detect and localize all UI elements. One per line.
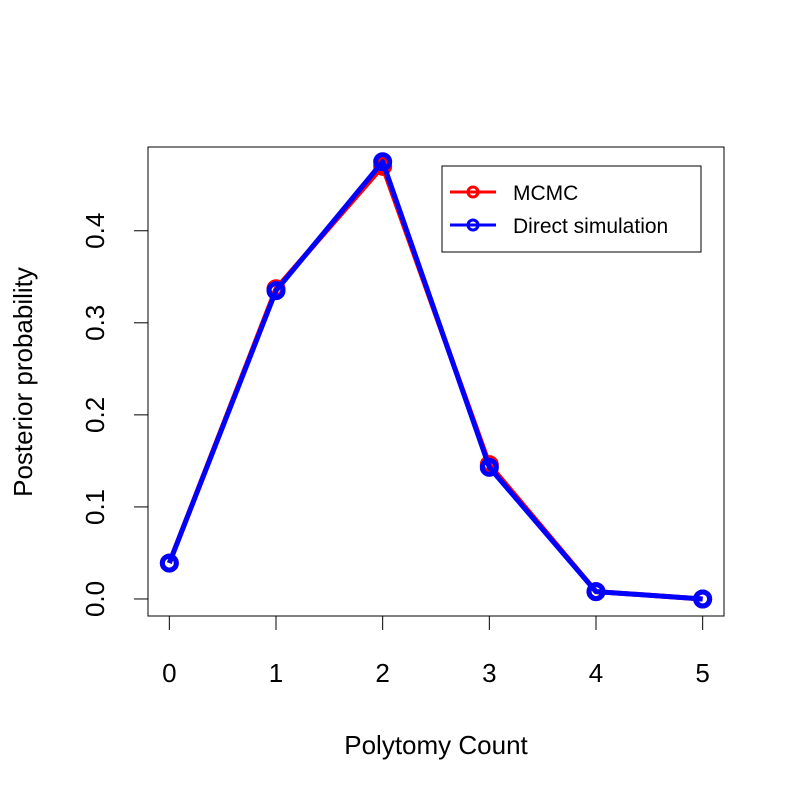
data-point-direct-simulation	[586, 582, 606, 602]
data-point-direct-simulation	[159, 553, 179, 573]
y-axis-label: Posterior probability	[8, 267, 38, 497]
y-tick-label: 0.2	[80, 397, 110, 433]
x-tick-label: 2	[375, 658, 389, 688]
y-tick-label: 0.3	[80, 305, 110, 341]
x-tick-label: 5	[695, 658, 709, 688]
y-tick-label: 0.1	[80, 489, 110, 525]
data-point-direct-simulation	[479, 457, 499, 477]
x-tick-label: 0	[162, 658, 176, 688]
y-axis: 0.0 0.1 0.2 0.3 0.4	[80, 213, 149, 617]
legend-box	[441, 165, 702, 253]
x-tick-label: 1	[269, 658, 283, 688]
legend-marker-direct-simulation	[466, 218, 480, 232]
legend-label-direct-simulation: Direct simulation	[513, 215, 668, 238]
y-tick-label: 0.4	[80, 213, 110, 249]
data-point-direct-simulation	[693, 589, 713, 609]
x-axis-label: Polytomy Count	[344, 730, 528, 760]
y-tick-label: 0.0	[80, 581, 110, 617]
data-point-direct-simulation	[266, 281, 286, 301]
data-point-direct-simulation	[373, 152, 393, 172]
x-tick-label: 3	[482, 658, 496, 688]
series-line-direct-simulation	[167, 159, 703, 602]
legend-label-mcmc: MCMC	[513, 182, 578, 205]
legend: MCMC Direct simulation	[441, 165, 702, 253]
legend-marker-mcmc	[466, 185, 480, 199]
x-tick-label: 4	[589, 658, 603, 688]
series-layer	[159, 152, 713, 609]
x-axis: 0 1 2 3 4 5	[162, 615, 710, 688]
